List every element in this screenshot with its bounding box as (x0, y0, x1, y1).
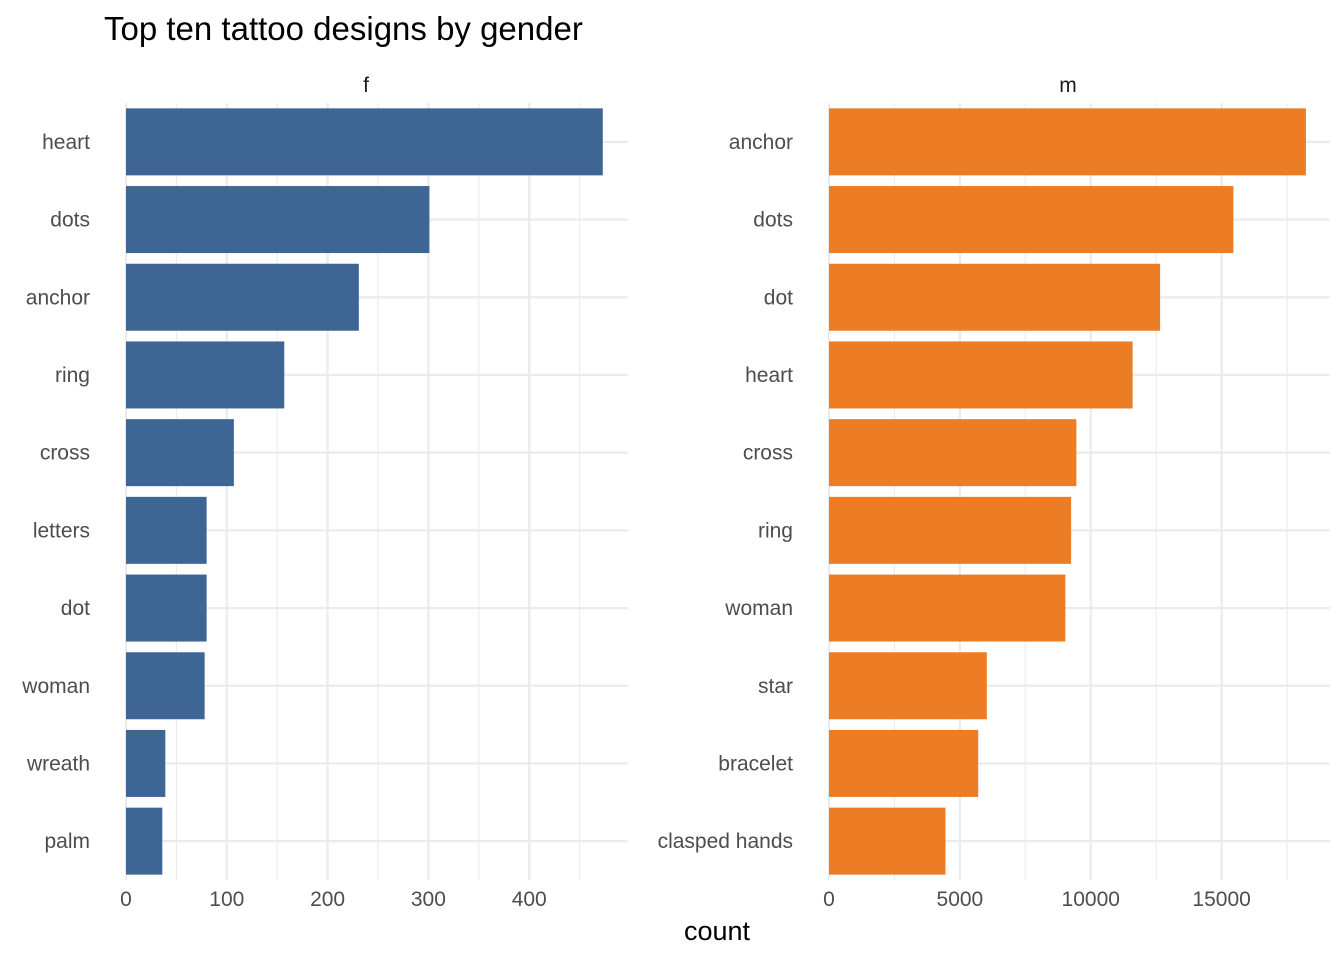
facet-label-f: f (363, 74, 369, 97)
x-tick-label: 0 (120, 888, 132, 911)
x-tick-label: 300 (411, 888, 446, 911)
y-tick-label: bracelet (718, 752, 793, 775)
x-tick-label: 400 (512, 888, 547, 911)
x-axis-label: count (684, 916, 751, 946)
bar-woman (829, 574, 1066, 642)
y-tick-label: anchor (26, 286, 90, 309)
y-tick-label: dot (764, 286, 793, 309)
bar-clasped-hands (829, 807, 946, 875)
y-tick-label: heart (745, 364, 793, 387)
y-tick-label: palm (44, 830, 90, 853)
y-tick-label: dots (753, 209, 793, 232)
bar-cross (829, 419, 1077, 487)
bar-star (829, 652, 987, 720)
bar-dot (829, 263, 1161, 331)
bar-dots (829, 186, 1234, 254)
y-tick-label: ring (55, 364, 90, 387)
y-tick-label: heart (42, 131, 90, 154)
y-tick-label: cross (743, 442, 793, 465)
chart-title: Top ten tattoo designs by gender (104, 10, 583, 47)
bar-ring (829, 496, 1072, 564)
bar-cross (126, 419, 234, 487)
x-tick-label: 200 (310, 888, 345, 911)
bar-heart (829, 341, 1133, 409)
bar-bracelet (829, 729, 979, 797)
y-tick-label: letters (33, 519, 90, 542)
x-tick-label: 0 (823, 888, 835, 911)
panel-m: anchor dots dot heart cross ring woman star brac… (658, 103, 1330, 911)
bar-dot (126, 574, 207, 642)
y-tick-label: woman (724, 597, 793, 620)
panel-f: heart dots anchor ring cross letters dot woman w… (21, 103, 628, 911)
x-tick-label: 100 (209, 888, 244, 911)
bar-woman (126, 652, 205, 720)
y-tick-label: wreath (26, 752, 90, 775)
x-tick-label: 10000 (1062, 888, 1120, 911)
y-tick-label: ring (758, 519, 793, 542)
y-tick-label: star (758, 675, 793, 698)
y-tick-label: woman (21, 675, 90, 698)
facet-label-m: m (1059, 74, 1077, 97)
bar-wreath (126, 729, 166, 797)
bar-letters (126, 496, 207, 564)
y-tick-label: cross (40, 442, 90, 465)
y-tick-label: anchor (729, 131, 793, 154)
bar-palm (126, 807, 163, 875)
y-tick-label: dot (61, 597, 90, 620)
x-tick-label: 5000 (937, 888, 984, 911)
bar-anchor (829, 108, 1306, 176)
y-tick-label: clasped hands (658, 830, 793, 853)
bar-dots (126, 186, 430, 254)
x-tick-label: 15000 (1192, 888, 1250, 911)
bar-anchor (126, 263, 359, 331)
bar-heart (126, 108, 603, 176)
bar-ring (126, 341, 285, 409)
y-tick-label: dots (50, 209, 90, 232)
